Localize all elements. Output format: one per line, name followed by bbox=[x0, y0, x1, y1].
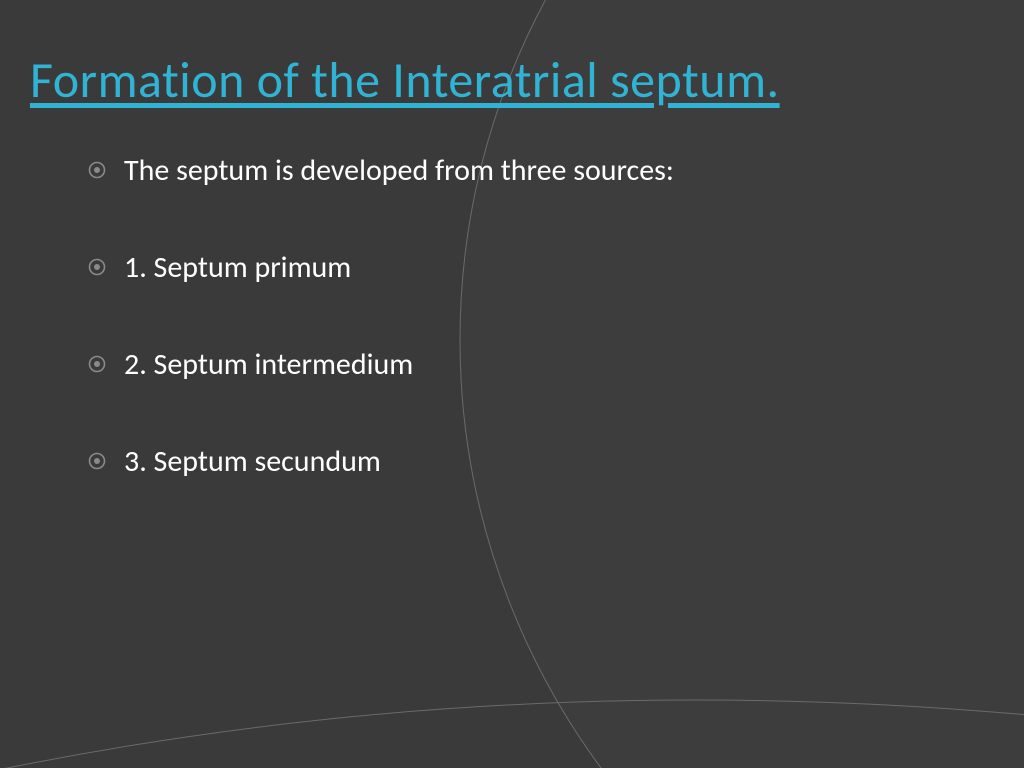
bullet-text: 1. Septum primum bbox=[124, 248, 351, 287]
bullet-list: The septum is developed from three sourc… bbox=[30, 151, 994, 481]
list-item: 1. Septum primum bbox=[88, 248, 994, 287]
list-item: The septum is developed from three sourc… bbox=[88, 151, 994, 190]
bullet-text: 3. Septum secundum bbox=[124, 442, 381, 481]
bullet-target-icon bbox=[88, 355, 106, 373]
list-item: 3. Septum secundum bbox=[88, 442, 994, 481]
bullet-target-icon bbox=[88, 258, 106, 276]
list-item: 2. Septum intermedium bbox=[88, 345, 994, 384]
bullet-text: 2. Septum intermedium bbox=[124, 345, 413, 384]
bullet-text: The septum is developed from three sourc… bbox=[124, 151, 674, 190]
bullet-target-icon bbox=[88, 452, 106, 470]
slide-content: Formation of the Interatrial septum. The… bbox=[0, 0, 1024, 481]
slide-title: Formation of the Interatrial septum. bbox=[30, 50, 994, 111]
bullet-target-icon bbox=[88, 161, 106, 179]
